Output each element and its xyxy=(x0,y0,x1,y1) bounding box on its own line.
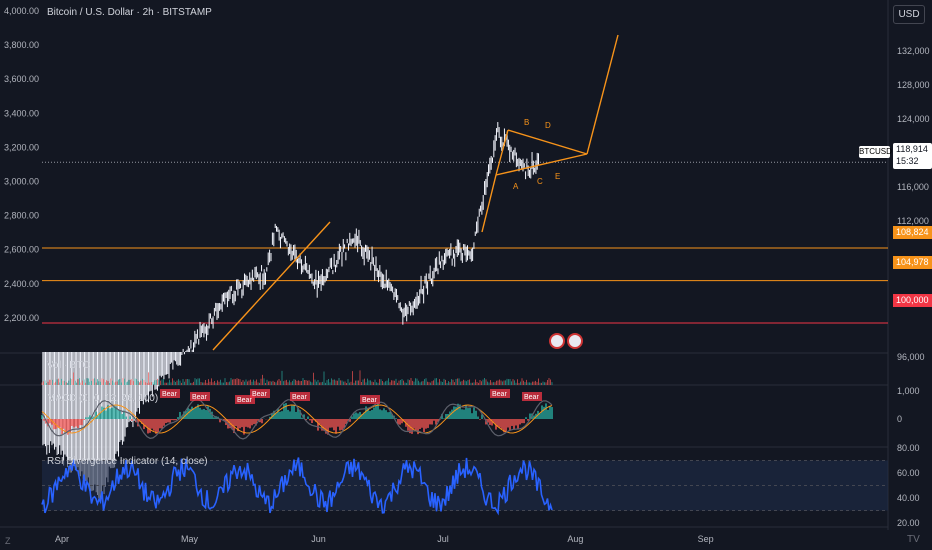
pattern-line xyxy=(586,34,619,155)
rsi-tick-label: 20.00 xyxy=(897,518,920,528)
volume-legend[interactable]: Vol · BTC xyxy=(47,360,90,371)
us-flag-icon[interactable] xyxy=(567,333,583,349)
pattern-line xyxy=(495,153,588,176)
current-price-tag: 118,914 15:32 xyxy=(893,143,932,169)
bear-label-bg xyxy=(522,392,542,401)
bear-label-bg xyxy=(360,395,380,404)
price-tick-label: 124,000 xyxy=(897,114,930,124)
bear-label: Bear xyxy=(492,391,507,398)
level-tag-1: 108,824 xyxy=(893,226,932,239)
time-tick-label: Jul xyxy=(437,534,449,544)
level-tag-2: 104,978 xyxy=(893,256,932,269)
time-tick-label: Aug xyxy=(567,534,583,544)
countdown: 15:32 xyxy=(896,156,919,166)
bear-label-bg xyxy=(160,389,180,398)
time-tick-label: Jun xyxy=(311,534,326,544)
current-price: 118,914 xyxy=(896,144,928,154)
price-tick-label: 116,000 xyxy=(897,182,929,192)
price-tick-label: 132,000 xyxy=(897,46,930,56)
bear-label: Bear xyxy=(237,397,252,404)
pattern-label: B xyxy=(524,118,529,127)
grid xyxy=(0,0,889,530)
symbol-tag: BTCUSD xyxy=(859,146,892,158)
bear-label-bg xyxy=(250,389,270,398)
bear-label: Bear xyxy=(524,394,539,401)
bear-label: Bear xyxy=(192,394,207,401)
level-tag-3: 100,000 xyxy=(893,294,932,307)
pattern-label: A xyxy=(513,182,519,191)
bear-label: Bear xyxy=(292,394,307,401)
price-tick-label: 128,000 xyxy=(897,80,930,90)
rsi-legend[interactable]: RSI Divergence Indicator (14, close) xyxy=(47,456,208,467)
volume-tick-label: 1,000 xyxy=(897,386,920,396)
rsi-pane: 80.00 60.00 40.00 20.00 xyxy=(41,443,920,528)
left-tick-label: 4,000.00 xyxy=(4,6,39,16)
timezone-button[interactable]: Z xyxy=(5,536,11,546)
macd-tick-label: 0 xyxy=(897,414,902,424)
macd-legend[interactable]: MACD (0, 0, 12, 26, 100) xyxy=(47,393,159,404)
bear-label: Bear xyxy=(252,391,267,398)
price-tick-label: 96,000 xyxy=(897,352,925,362)
tradingview-logo: TV xyxy=(907,534,920,545)
pattern-line xyxy=(507,129,588,155)
left-tick-label: 3,200.00 xyxy=(4,142,39,152)
left-tick-label: 2,400.00 xyxy=(4,279,39,289)
bear-label: Bear xyxy=(362,397,377,404)
pattern-label: E xyxy=(555,172,560,181)
currency-button[interactable]: USD xyxy=(893,5,925,24)
bear-label-bg xyxy=(490,389,510,398)
left-tick-label: 3,600.00 xyxy=(4,74,39,84)
pattern-label: C xyxy=(537,177,543,186)
time-tick-label: Apr xyxy=(55,534,69,544)
main-legend[interactable]: Bitcoin / U.S. Dollar · 2h · BITSTAMP xyxy=(47,7,212,18)
bear-label-bg xyxy=(290,392,310,401)
macd-line xyxy=(41,398,553,440)
bear-label-bg xyxy=(190,392,210,401)
price-tick-label: 112,000 xyxy=(897,216,929,226)
pattern-line xyxy=(481,174,497,233)
pattern-label: D xyxy=(545,121,551,130)
level-lines xyxy=(42,161,888,324)
time-tick-label: May xyxy=(181,534,199,544)
rsi-tick-label: 60.00 xyxy=(897,468,920,478)
left-tick-label: 2,200.00 xyxy=(4,313,39,323)
price-series xyxy=(42,122,540,502)
left-tick-label: 2,800.00 xyxy=(4,211,39,221)
left-tick-label: 3,800.00 xyxy=(4,40,39,50)
rsi-tick-label: 40.00 xyxy=(897,493,920,503)
pattern-line xyxy=(212,221,331,351)
left-tick-label: 3,000.00 xyxy=(4,177,39,187)
rsi-line xyxy=(41,457,553,516)
pattern-line xyxy=(495,129,509,176)
left-tick-label: 2,600.00 xyxy=(4,245,39,255)
left-tick-label: 3,400.00 xyxy=(4,108,39,118)
rsi-tick-label: 80.00 xyxy=(897,443,920,453)
pattern-annotations: A B C D E xyxy=(212,34,619,351)
bear-label-bg xyxy=(235,395,255,404)
bear-label: Bear xyxy=(162,391,177,398)
us-flag-icon[interactable] xyxy=(549,333,565,349)
time-tick-label: Sep xyxy=(698,534,714,544)
volume-pane: 1,000 xyxy=(41,370,920,396)
